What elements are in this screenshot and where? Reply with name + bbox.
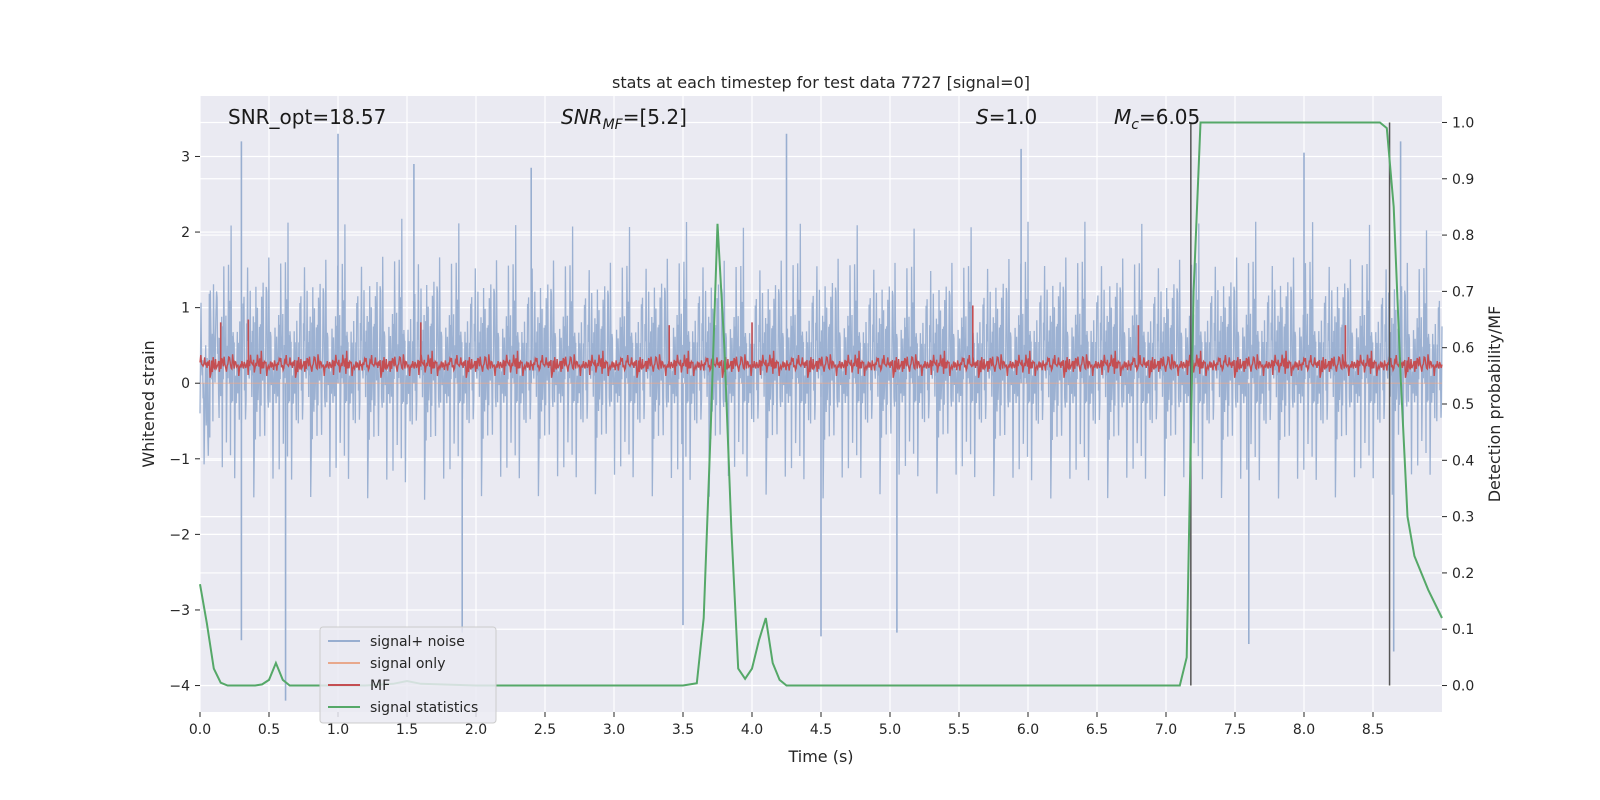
axis-ticks: 0.0 0.5 1.0 1.5 2.0 2.5 3.0 3.5 4.0 4.5 5.0 5.5 6.0 6… — [169, 115, 1474, 738]
y2-tick-label-7: 0.3 — [1452, 510, 1474, 526]
y-tick-label-5: −2 — [169, 527, 190, 543]
y2-tick-label-9: 0.1 — [1452, 622, 1474, 638]
annotation-mc-sub: c — [1131, 117, 1139, 133]
y-tick-label-3: 0 — [181, 376, 190, 392]
annotation-snr-mf-sub: MF — [603, 117, 624, 133]
y-tick-label-2: 1 — [181, 301, 190, 317]
legend-label-signal-only: signal only — [370, 656, 445, 672]
annotation-snr-mf-value: =[5.2] — [623, 105, 687, 129]
x-tick-label-16: 8.0 — [1293, 722, 1315, 738]
legend: signal+ noise signal only MF signal stat… — [319, 626, 497, 724]
annotation-s: S=1.0 — [976, 105, 1037, 129]
x-tick-label-8: 4.0 — [741, 722, 763, 738]
annotation-s-main: S — [976, 105, 989, 129]
signal-noise-series — [199, 133, 1443, 701]
y2-axis-label: Detection probability/MF — [1485, 306, 1504, 503]
mf-line — [199, 350, 1443, 378]
y-axis-label: Whitened strain — [139, 340, 158, 467]
annotation-mc-value: =6.05 — [1139, 105, 1200, 129]
x-axis-label: Time (s) — [787, 747, 853, 766]
legend-label-signal-statistics: signal statistics — [370, 700, 478, 716]
x-tick-label-5: 2.5 — [534, 722, 556, 738]
y2-tick-label-0: 1.0 — [1452, 115, 1474, 131]
y2-tick-label-3: 0.7 — [1452, 284, 1474, 300]
y2-tick-label-8: 0.2 — [1452, 566, 1474, 582]
annotation-mc-main: M — [1114, 105, 1131, 129]
y-tick-label-1: 2 — [181, 225, 190, 241]
legend-label-mf: MF — [370, 678, 390, 694]
annotation-mc: Mc=6.05 — [1114, 105, 1200, 133]
x-tick-label-10: 5.0 — [879, 722, 901, 738]
signal-statistics-line — [199, 121, 1443, 687]
x-tick-label-6: 3.0 — [603, 722, 625, 738]
y-tick-label-0: 3 — [181, 149, 190, 165]
x-tick-label-9: 4.5 — [810, 722, 832, 738]
x-tick-label-13: 6.5 — [1086, 722, 1108, 738]
y2-tick-label-1: 0.9 — [1452, 172, 1474, 188]
y2-tick-label-6: 0.4 — [1452, 453, 1474, 469]
chart-title: stats at each timestep for test data 772… — [612, 73, 1030, 92]
annotation-snr-mf-main: SNR — [561, 105, 603, 129]
x-tick-label-3: 1.5 — [396, 722, 418, 738]
x-tick-label-0: 0.0 — [189, 722, 211, 738]
annotation-snr-mf: SNRMF=[5.2] — [561, 105, 687, 133]
x-tick-label-7: 3.5 — [672, 722, 694, 738]
y-tick-label-4: −1 — [169, 452, 190, 468]
x-tick-label-4: 2.0 — [465, 722, 487, 738]
y2-tick-label-10: 0.0 — [1452, 679, 1474, 695]
y2-tick-label-4: 0.6 — [1452, 341, 1474, 357]
x-tick-label-11: 5.5 — [948, 722, 970, 738]
annotation-snr-opt: SNR_opt=18.57 — [228, 105, 386, 129]
legend-box — [319, 626, 497, 724]
y2-tick-label-5: 0.5 — [1452, 397, 1474, 413]
y-tick-label-7: −4 — [169, 679, 190, 695]
mf-series — [199, 305, 1443, 378]
x-tick-label-2: 1.0 — [327, 722, 349, 738]
signal-statistics-series — [199, 121, 1443, 687]
y2-tick-label-2: 0.8 — [1452, 228, 1474, 244]
x-tick-label-1: 0.5 — [258, 722, 280, 738]
x-tick-label-15: 7.5 — [1224, 722, 1246, 738]
y-tick-label-6: −3 — [169, 603, 190, 619]
x-tick-label-14: 7.0 — [1155, 722, 1177, 738]
x-tick-label-12: 6.0 — [1017, 722, 1039, 738]
x-tick-label-17: 8.5 — [1362, 722, 1384, 738]
legend-label-signal-noise: signal+ noise — [370, 634, 465, 650]
annotation-s-value: =1.0 — [989, 105, 1038, 129]
